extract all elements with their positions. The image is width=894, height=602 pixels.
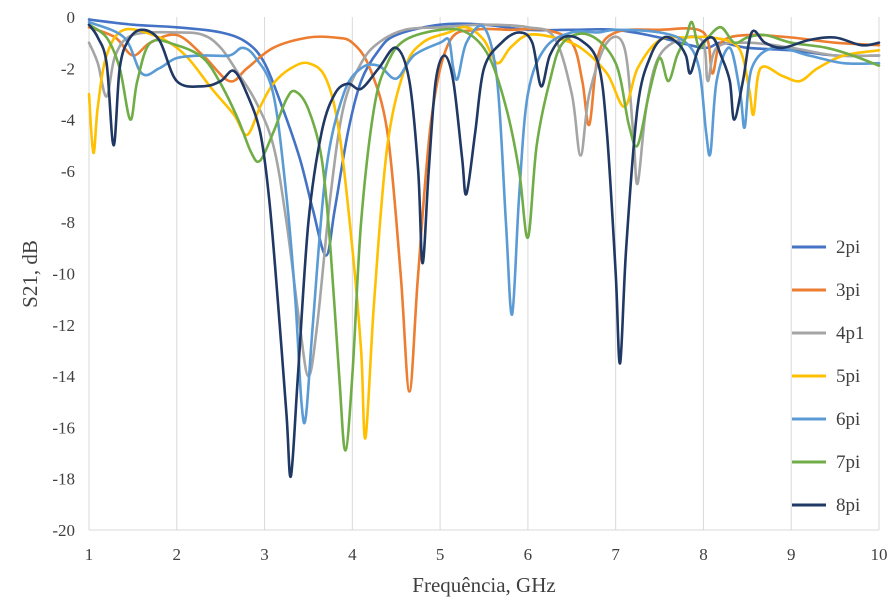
x-axis-title: Frequência, GHz [412,573,555,597]
y-tick-label: 0 [67,8,76,27]
x-tick-label: 3 [260,545,269,564]
legend-label-7pi: 7pi [836,452,860,473]
legend-label-3pi: 3pi [836,280,860,301]
legend: 2pi 3pi 4p1 5pi 6pi 7pi 8pi [792,237,865,516]
x-tick-label: 9 [787,545,796,564]
y-tick-label: -20 [52,521,75,540]
y-tick-label: -12 [52,316,75,335]
y-tick-label: -14 [52,367,75,386]
legend-label-5pi: 5pi [836,366,860,387]
legend-label-6pi: 6pi [836,409,860,430]
y-tick-label: -8 [61,213,75,232]
series-line-5pi [87,25,881,440]
x-tick-labels: 1 2 3 4 5 6 7 8 9 10 [85,545,888,564]
legend-label-4p1: 4p1 [836,323,865,344]
vertical-gridlines [88,17,880,530]
x-tick-label: 10 [871,545,888,564]
y-tick-label: -10 [52,265,75,284]
x-tick-label: 6 [524,545,533,564]
y-tick-labels: 0 -2 -4 -6 -8 -10 -12 -14 -16 -18 -20 [52,8,75,540]
y-tick-label: -6 [61,162,75,181]
x-tick-label: 4 [348,545,357,564]
x-tick-label: 5 [436,545,445,564]
series-lines [87,18,881,478]
x-tick-label: 7 [611,545,620,564]
y-tick-label: -18 [52,470,75,489]
y-tick-label: -16 [52,418,75,437]
series-line-3pi [87,26,881,393]
y-tick-label: -2 [61,59,75,78]
series-line-8pi [87,23,881,478]
y-tick-label: -4 [61,111,76,130]
x-tick-label: 2 [173,545,182,564]
legend-label-8pi: 8pi [836,495,860,516]
series-line-6pi [87,20,881,425]
x-tick-label: 1 [85,545,94,564]
x-tick-label: 8 [699,545,708,564]
series-line-7pi [87,20,881,452]
legend-label-2pi: 2pi [836,237,860,258]
y-axis-title: S21, dB [18,240,42,308]
series-line-4p1 [87,23,881,378]
